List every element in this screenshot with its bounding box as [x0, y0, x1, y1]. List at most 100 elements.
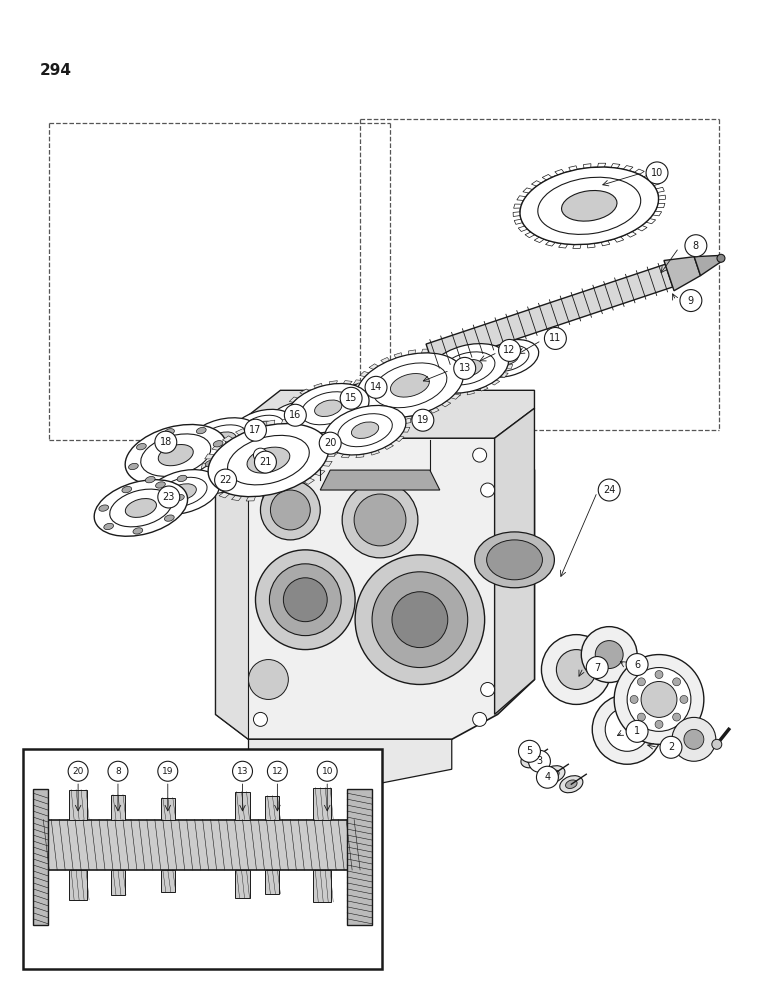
Ellipse shape [185, 418, 259, 463]
Polygon shape [350, 388, 357, 393]
Circle shape [215, 469, 236, 491]
Ellipse shape [177, 475, 187, 482]
Polygon shape [232, 495, 242, 501]
Polygon shape [313, 383, 322, 388]
Polygon shape [461, 342, 468, 346]
Text: 3: 3 [537, 756, 543, 766]
Ellipse shape [158, 477, 207, 507]
Polygon shape [405, 418, 411, 423]
Bar [313, 870, 331, 902]
Polygon shape [360, 371, 369, 377]
Polygon shape [381, 357, 390, 363]
Text: 1: 1 [634, 726, 640, 736]
Text: 19: 19 [417, 415, 429, 425]
Text: 10: 10 [321, 767, 333, 776]
Polygon shape [304, 432, 313, 436]
Text: 20: 20 [324, 438, 337, 448]
Polygon shape [320, 437, 325, 442]
Polygon shape [283, 415, 288, 420]
Ellipse shape [453, 360, 482, 377]
Text: 21: 21 [259, 457, 272, 467]
Circle shape [267, 761, 287, 781]
Ellipse shape [203, 466, 238, 488]
Circle shape [638, 678, 645, 686]
Circle shape [232, 761, 252, 781]
Polygon shape [422, 376, 427, 381]
Polygon shape [491, 380, 499, 385]
Polygon shape [453, 393, 461, 396]
Text: 13: 13 [237, 767, 249, 776]
Ellipse shape [615, 655, 704, 744]
Circle shape [365, 376, 387, 398]
Polygon shape [249, 390, 534, 438]
Bar [23, 749, 382, 969]
Polygon shape [646, 219, 655, 224]
Circle shape [598, 479, 620, 501]
Text: 11: 11 [549, 333, 561, 343]
Text: 15: 15 [345, 393, 357, 403]
Polygon shape [390, 418, 398, 422]
Circle shape [717, 254, 725, 262]
Polygon shape [497, 344, 505, 349]
Polygon shape [611, 164, 620, 168]
Ellipse shape [441, 352, 495, 385]
Bar [235, 870, 250, 898]
Polygon shape [518, 226, 527, 231]
Ellipse shape [314, 400, 342, 417]
Ellipse shape [324, 405, 406, 455]
Ellipse shape [287, 384, 369, 433]
Ellipse shape [164, 429, 174, 435]
Polygon shape [320, 470, 440, 490]
Bar [69, 790, 87, 820]
Ellipse shape [338, 414, 392, 447]
Polygon shape [569, 166, 577, 171]
Polygon shape [203, 480, 212, 486]
Polygon shape [405, 416, 411, 421]
Polygon shape [326, 419, 334, 424]
Circle shape [660, 736, 682, 758]
Circle shape [529, 750, 550, 772]
Ellipse shape [99, 505, 109, 511]
Polygon shape [652, 211, 662, 216]
Polygon shape [626, 232, 636, 237]
Ellipse shape [164, 515, 174, 521]
Ellipse shape [350, 394, 370, 406]
Polygon shape [314, 470, 325, 476]
Polygon shape [584, 164, 591, 168]
Ellipse shape [527, 755, 538, 764]
Bar [347, 789, 372, 925]
Polygon shape [534, 237, 544, 243]
Ellipse shape [205, 460, 215, 467]
Polygon shape [235, 429, 245, 435]
Polygon shape [656, 187, 665, 192]
Circle shape [412, 409, 434, 431]
Ellipse shape [372, 572, 468, 668]
Ellipse shape [196, 427, 206, 434]
Polygon shape [453, 356, 462, 362]
Polygon shape [355, 383, 364, 388]
Bar [111, 795, 125, 820]
Ellipse shape [560, 776, 583, 793]
Ellipse shape [342, 482, 418, 558]
Polygon shape [219, 492, 229, 498]
Polygon shape [424, 383, 431, 388]
Ellipse shape [557, 650, 596, 689]
Polygon shape [475, 341, 482, 344]
Polygon shape [330, 381, 337, 384]
Polygon shape [426, 264, 672, 367]
Ellipse shape [208, 424, 329, 497]
Polygon shape [378, 417, 386, 421]
Ellipse shape [128, 463, 138, 470]
Polygon shape [495, 408, 534, 714]
Text: 2: 2 [668, 742, 674, 752]
Polygon shape [354, 380, 362, 384]
Ellipse shape [340, 388, 380, 412]
Circle shape [155, 431, 177, 453]
Polygon shape [506, 365, 513, 369]
Circle shape [626, 654, 648, 676]
Circle shape [544, 327, 567, 349]
Ellipse shape [581, 627, 637, 682]
Bar [41, 820, 364, 870]
Ellipse shape [351, 422, 379, 438]
Circle shape [672, 713, 681, 721]
